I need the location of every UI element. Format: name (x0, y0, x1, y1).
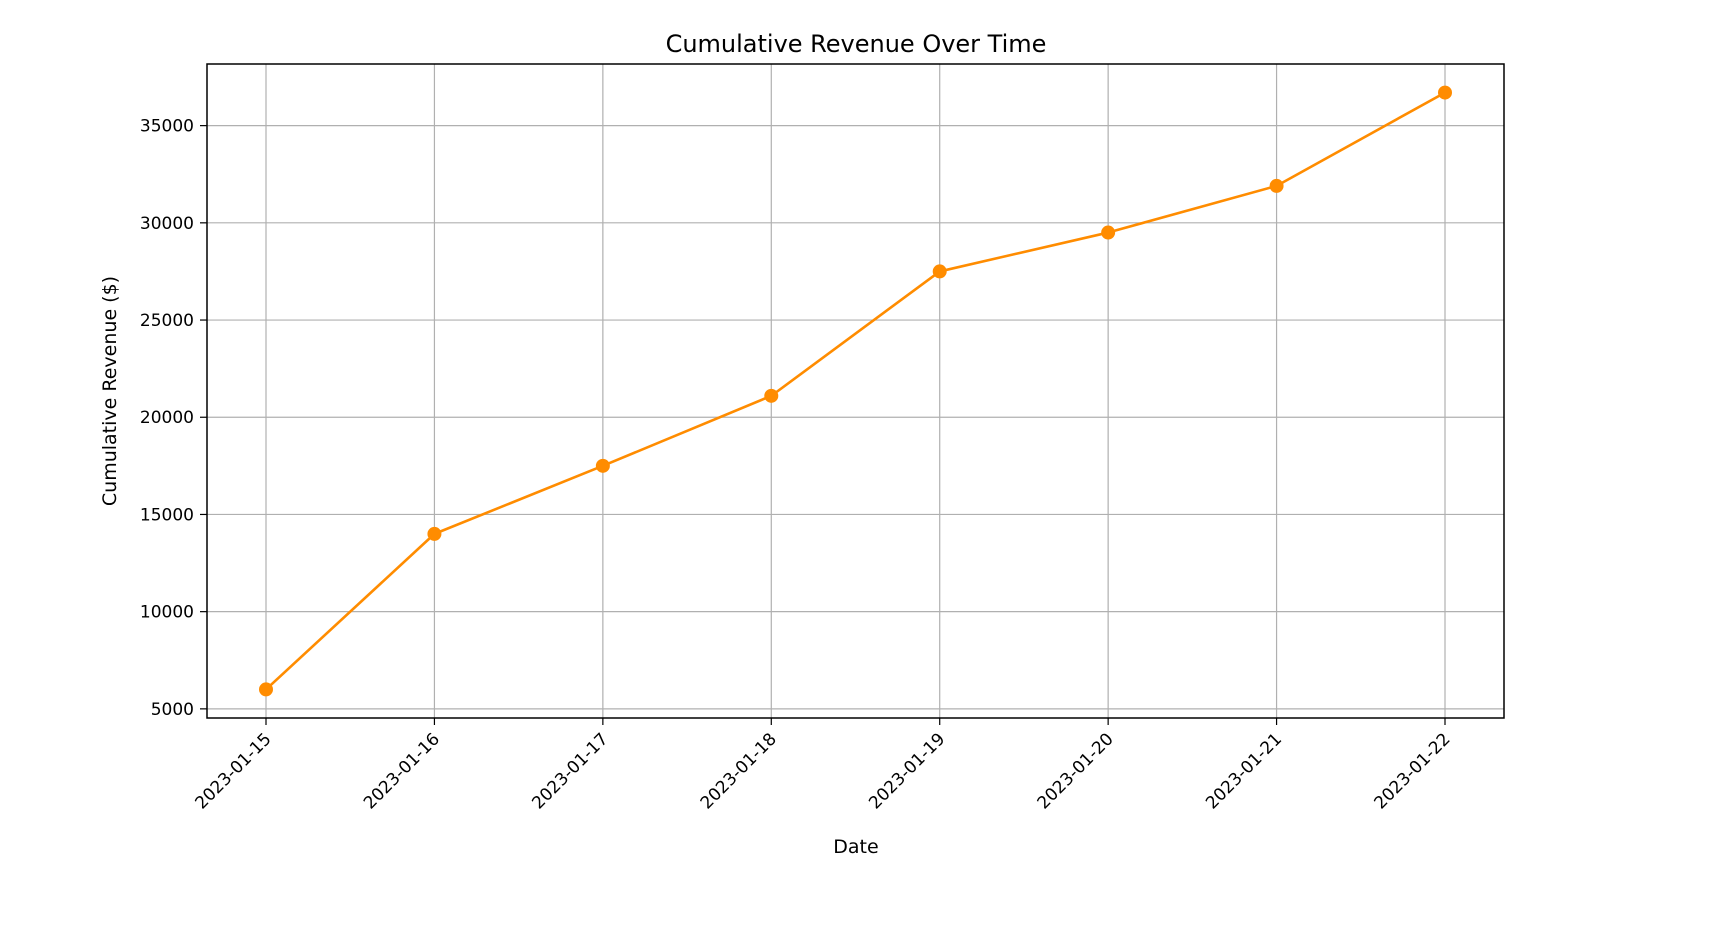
series-layer (259, 85, 1452, 697)
x-tick-label: 2023-01-22 (1371, 729, 1455, 813)
grid-lines (207, 64, 1504, 718)
chart-title: Cumulative Revenue Over Time (666, 30, 1047, 58)
data-point (1438, 85, 1452, 100)
x-tick-label: 2023-01-15 (192, 729, 276, 813)
y-tick-label: 25000 (140, 311, 194, 331)
y-tick-label: 15000 (140, 505, 194, 525)
data-point (932, 264, 947, 279)
y-tick-label: 30000 (140, 214, 194, 234)
series-line (265, 91, 1446, 691)
x-axis-label: Date (833, 836, 878, 858)
data-point (259, 682, 273, 697)
x-tick-label: 2023-01-16 (360, 729, 444, 813)
y-axis: 5000 10000 15000 20000 25000 30000 35000 (140, 117, 207, 720)
data-point (1269, 178, 1284, 193)
x-tick-label: 2023-01-21 (1202, 729, 1286, 813)
x-tick-label: 2023-01-18 (697, 729, 781, 813)
y-tick-label: 5000 (151, 700, 194, 720)
data-point (427, 526, 442, 541)
x-axis: 2023-01-15 2023-01-16 2023-01-17 2023-01-18… (192, 718, 1455, 813)
y-tick-label: 35000 (140, 117, 194, 137)
data-point (595, 458, 610, 473)
plot-frame (206, 63, 1505, 719)
data-point (1101, 225, 1116, 240)
y-tick-label: 10000 (140, 603, 194, 623)
y-tick-label: 20000 (140, 408, 194, 428)
data-point (764, 388, 779, 403)
x-tick-label: 2023-01-17 (528, 729, 612, 813)
x-tick-label: 2023-01-20 (1034, 729, 1118, 813)
y-axis-label: Cumulative Revenue ($) (99, 276, 121, 506)
x-tick-label: 2023-01-19 (865, 729, 949, 813)
